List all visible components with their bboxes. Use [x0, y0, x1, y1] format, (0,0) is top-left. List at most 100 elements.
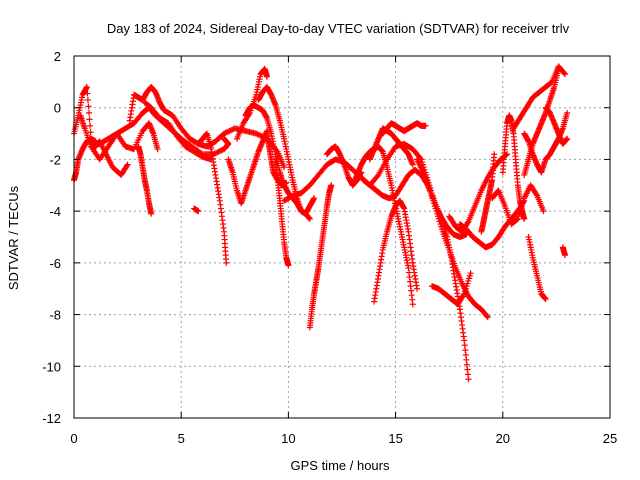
data-point [217, 148, 224, 155]
data-points [71, 63, 571, 383]
series-arc-9 [191, 205, 202, 215]
data-point [86, 116, 93, 123]
data-point [257, 132, 264, 139]
series-arc-15 [272, 156, 292, 269]
data-point [87, 122, 94, 129]
data-point [460, 292, 467, 299]
x-tick-label: 15 [388, 431, 402, 446]
data-point [221, 130, 228, 137]
data-point [195, 208, 202, 215]
data-point [225, 128, 232, 135]
data-point [223, 129, 230, 136]
series-arc-17 [306, 182, 335, 331]
data-point [467, 270, 474, 277]
series-arc-13 [255, 84, 318, 217]
data-point [409, 301, 416, 308]
y-tick-label: 0 [54, 101, 61, 116]
data-point [221, 135, 228, 142]
series-arc-26 [435, 208, 472, 383]
data-point [409, 161, 416, 168]
data-point [484, 314, 491, 321]
data-point [483, 313, 490, 320]
data-point [283, 179, 290, 186]
data-point [561, 70, 568, 77]
data-point [561, 252, 568, 259]
plot-frame [73, 55, 611, 419]
y-tick-label: -8 [49, 308, 61, 323]
data-point [521, 215, 528, 222]
y-axis-title: SDTVAR / TECUs [6, 185, 21, 290]
data-point [542, 296, 549, 303]
series-arc-25 [429, 270, 474, 308]
x-tick-label: 5 [178, 431, 185, 446]
data-point [223, 259, 230, 266]
data-point [281, 164, 288, 171]
x-axis-title: GPS time / hours [291, 458, 390, 473]
y-tick-label: -12 [42, 411, 61, 426]
data-point [218, 147, 225, 154]
data-point [253, 130, 260, 137]
data-point [263, 73, 270, 80]
data-point [422, 122, 429, 129]
data-point [533, 191, 540, 198]
series-arc-28 [456, 197, 528, 251]
chart-title: Day 183 of 2024, Sidereal Day-to-day VTE… [107, 21, 570, 36]
series-arc-6 [135, 143, 155, 217]
axis-ticks [73, 55, 611, 419]
y-tick-labels: -12 -10 -8 -6 -4 -2 0 2 [42, 49, 61, 426]
data-point [540, 208, 547, 215]
data-point [285, 262, 292, 269]
series-arc-7 [141, 99, 215, 163]
x-tick-label: 20 [496, 431, 510, 446]
data-point [464, 219, 471, 226]
data-point [227, 127, 234, 134]
data-point [514, 216, 521, 223]
series-arc-4 [88, 120, 161, 153]
series-arc-22 [371, 197, 421, 305]
data-point [213, 149, 220, 156]
y-tick-label: -2 [49, 152, 61, 167]
data-point [229, 126, 236, 133]
data-point [124, 161, 131, 168]
x-tick-labels: 0 5 10 15 20 25 [70, 431, 617, 446]
data-point [374, 173, 381, 180]
data-point [564, 109, 571, 116]
data-point [311, 195, 318, 202]
series-arc-36 [542, 104, 571, 147]
data-point [154, 146, 161, 153]
y-tick-label: -4 [49, 204, 61, 219]
data-point [255, 131, 262, 138]
data-point [555, 65, 562, 72]
series-arc-37 [559, 244, 568, 259]
x-tick-label: 10 [281, 431, 295, 446]
data-point [226, 127, 233, 134]
x-tick-label: 0 [70, 431, 77, 446]
series-arc-31 [499, 112, 528, 222]
data-point [84, 96, 91, 103]
data-point [328, 182, 335, 189]
data-point [306, 215, 313, 222]
data-point [214, 149, 221, 156]
data-point [84, 90, 91, 97]
data-point [123, 162, 130, 169]
data-point [491, 151, 498, 158]
data-point [87, 129, 94, 136]
y-tick-label: 2 [54, 49, 61, 64]
y-tick-label: -10 [42, 359, 61, 374]
series-arc-34 [525, 234, 549, 303]
data-point [85, 103, 92, 110]
series-arc-32 [510, 63, 568, 132]
series-arc-20 [366, 125, 416, 168]
data-point [254, 131, 261, 138]
series-arc-21 [379, 120, 429, 137]
data-point [564, 135, 571, 142]
data-point [414, 285, 421, 292]
data-point [215, 148, 222, 155]
x-tick-label: 25 [603, 431, 617, 446]
series-arc-14 [263, 130, 290, 189]
y-tick-label: -6 [49, 256, 61, 271]
data-point [86, 109, 93, 116]
data-point [222, 129, 229, 136]
